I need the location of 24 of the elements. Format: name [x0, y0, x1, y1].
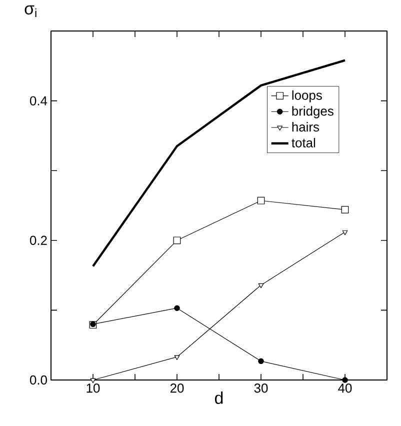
y-tick-label: 0.2 [30, 236, 47, 245]
point [257, 196, 265, 204]
x-tick-label: 30 [254, 384, 268, 393]
y-tick-label: 0.4 [30, 96, 48, 106]
x-tick-label: 20 [170, 384, 184, 393]
x-axis-title: d [215, 392, 223, 404]
legend-label: bridges [292, 106, 334, 118]
legend-label: total [292, 138, 316, 148]
point [173, 236, 181, 244]
point [342, 230, 348, 236]
legend-label: hairs [292, 122, 320, 132]
x-tick-label: 40 [338, 384, 352, 393]
point [258, 358, 264, 364]
x-tick-label: 10 [86, 384, 100, 393]
legend-label: loops [292, 90, 322, 102]
y-tick-label: 0.0 [30, 375, 47, 385]
line-series [92, 59, 346, 268]
point [341, 206, 349, 214]
point [174, 355, 180, 360]
y-axis-title: σ$_{i}$ [24, 5, 36, 18]
point [90, 378, 96, 384]
point [174, 305, 180, 311]
point [258, 283, 264, 288]
point [342, 377, 348, 383]
